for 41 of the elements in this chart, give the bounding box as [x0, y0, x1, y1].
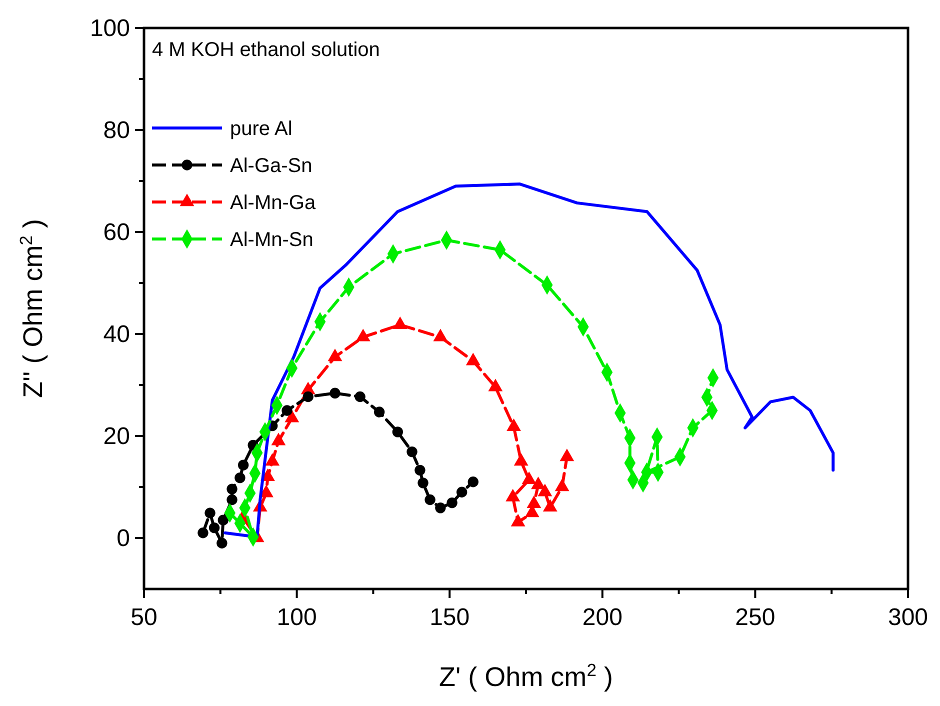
point — [226, 494, 238, 506]
x-axis-title: Z' ( Ohm cm$^{2}$ ) — [439, 660, 613, 692]
legend-label: Al-Mn-Ga — [230, 192, 316, 214]
point — [406, 446, 418, 458]
point — [234, 472, 246, 484]
y-tick-label: 100 — [90, 15, 130, 42]
point — [198, 528, 208, 538]
point — [330, 388, 340, 398]
x-tick-label: 150 — [430, 604, 470, 631]
point — [414, 464, 426, 476]
y-tick-label: 0 — [116, 525, 130, 552]
legend-label: pure Al — [230, 118, 292, 140]
point — [208, 522, 220, 534]
point — [216, 538, 228, 548]
point — [226, 484, 238, 494]
point — [468, 476, 478, 488]
point — [435, 502, 446, 514]
point — [446, 497, 458, 508]
legend-label: Al-Ga-Sn — [230, 155, 312, 177]
x-tick-label: 100 — [276, 604, 317, 631]
point — [302, 391, 314, 402]
x-tick-label: 250 — [735, 604, 776, 631]
x-tick-label: 200 — [582, 604, 622, 631]
point — [418, 478, 428, 488]
annotation: 4 M KOH ethanol solution — [152, 39, 380, 61]
point — [374, 406, 385, 418]
x-tick-label: 300 — [888, 604, 928, 631]
point — [204, 508, 216, 518]
x-tick-label: 50 — [130, 604, 158, 631]
point — [354, 391, 366, 402]
point — [238, 460, 249, 470]
y-tick-label: 40 — [103, 321, 130, 348]
point — [424, 494, 436, 506]
y-tick-label: 80 — [103, 117, 130, 144]
point — [456, 486, 468, 498]
legend-label: Al-Mn-Sn — [230, 229, 314, 251]
point — [392, 426, 403, 438]
point — [218, 514, 228, 526]
y-tick-label: 60 — [103, 219, 130, 246]
y-tick-label: 20 — [103, 423, 130, 450]
point — [282, 405, 292, 416]
